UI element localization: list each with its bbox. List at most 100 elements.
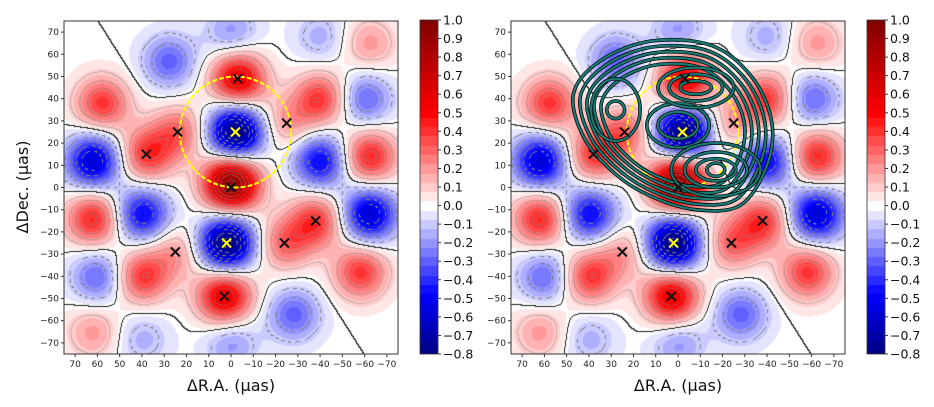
y-tick-label: 30 xyxy=(495,117,507,127)
colorbar-tick-label: 0.6 xyxy=(443,87,463,102)
colorbar-tick-label: 0.4 xyxy=(443,124,463,139)
y-tick-label: −70 xyxy=(487,339,506,349)
overlay-contour-inner xyxy=(683,150,749,189)
y-tick-label: −40 xyxy=(487,272,506,282)
overlay-contour-loop xyxy=(578,44,767,207)
colorbar-tick-label: 1.0 xyxy=(890,13,910,28)
yellow-x-marker xyxy=(668,237,679,249)
y-tick-label: 70 xyxy=(495,28,507,38)
colorbar-tick-label: −0.1 xyxy=(443,217,473,232)
colorbar-tick-label: 0.7 xyxy=(890,68,910,83)
y-tick-label: −60 xyxy=(487,317,506,327)
black-x-marker xyxy=(757,215,768,227)
overlay-contour-inner xyxy=(679,79,713,96)
overlay-contours xyxy=(570,37,775,213)
x-tick-label: −50 xyxy=(333,360,352,370)
colorbar-tick-label: 0.9 xyxy=(443,31,463,46)
x-tick-label: 70 xyxy=(69,360,81,370)
overlay-contour-inner xyxy=(645,101,711,149)
x-tick-label: 20 xyxy=(181,360,193,370)
yellow-x-marker xyxy=(230,126,241,138)
overlay-contour-inner xyxy=(656,66,735,109)
xlabel-left: ΔR.A. (μas) xyxy=(187,376,275,395)
colorbar-tick-label: −0.4 xyxy=(890,272,920,287)
colorbar-left xyxy=(420,20,438,354)
y-tick-label: 30 xyxy=(48,117,60,127)
black-x-marker xyxy=(279,237,290,249)
overlay-contour-inner xyxy=(605,99,626,120)
x-tick-label: 50 xyxy=(114,360,126,370)
colorbar-tick-label: 0.3 xyxy=(890,142,910,157)
x-tick-label: 50 xyxy=(561,360,573,370)
colorbar-tick-label: 0.9 xyxy=(890,31,910,46)
black-x-marker xyxy=(666,291,677,302)
x-tick-label: −40 xyxy=(311,360,330,370)
x-tick-label: 20 xyxy=(628,360,640,370)
overlay-contour-inner xyxy=(670,142,762,198)
colorbar-right xyxy=(867,20,885,354)
x-tick-label: −20 xyxy=(713,360,732,370)
colorbar-tick-label: −0.7 xyxy=(890,328,920,343)
colorbar-tick-label: −0.1 xyxy=(890,217,920,232)
colorbar-tick-label: 0.2 xyxy=(443,161,463,176)
colorbar-tick-label: −0.6 xyxy=(443,309,473,324)
black-x-marker xyxy=(619,126,630,138)
colorbar-tick-label: 0.1 xyxy=(443,180,463,195)
colorbar-tick-label: −0.5 xyxy=(443,291,473,306)
y-tick-label: 20 xyxy=(48,139,60,149)
colorbar-tick-label: −0.6 xyxy=(890,309,920,324)
black-x-marker xyxy=(281,117,292,129)
black-x-marker xyxy=(728,117,739,129)
colorbar-tick-label: 0.5 xyxy=(890,105,910,120)
colorbar-tick-label: −0.8 xyxy=(890,347,920,362)
colorbar-frame-0 xyxy=(419,19,439,355)
yellow-x-marker xyxy=(221,237,232,249)
xlabel-right: ΔR.A. (μas) xyxy=(634,376,722,395)
colorbar-tick-label: −0.5 xyxy=(890,291,920,306)
black-x-marker xyxy=(672,182,684,193)
y-tick-label: −30 xyxy=(487,250,506,260)
y-tick-label: −50 xyxy=(40,295,59,305)
overlay-contour-inner xyxy=(694,157,737,182)
x-tick-label: 60 xyxy=(539,360,551,370)
black-x-marker xyxy=(726,237,737,249)
colorbar-tick-label: −0.8 xyxy=(443,347,473,362)
x-tick-label: −70 xyxy=(377,360,396,370)
x-tick-label: −70 xyxy=(824,360,843,370)
x-tick-label: −50 xyxy=(780,360,799,370)
x-tick-label: −20 xyxy=(266,360,285,370)
colorbar-tick-label: 0.6 xyxy=(890,87,910,102)
black-x-marker xyxy=(232,73,243,84)
colorbar-tick-label: −0.3 xyxy=(443,254,473,269)
black-x-marker xyxy=(219,291,230,302)
colorbar-tick-label: −0.7 xyxy=(443,328,473,343)
x-tick-label: 30 xyxy=(605,360,617,370)
colorbar-tick-label: −0.4 xyxy=(443,272,473,287)
black-x-marker xyxy=(225,182,237,193)
colorbar-tick-label: 0.8 xyxy=(443,50,463,65)
colorbar-tick-label: −0.2 xyxy=(890,235,920,250)
y-tick-label: 40 xyxy=(48,95,60,105)
colorbar-tick-label: 0.3 xyxy=(443,142,463,157)
x-tick-label: 0 xyxy=(228,360,234,370)
colorbar-tick-label: 0.8 xyxy=(890,50,910,65)
black-x-marker xyxy=(588,148,599,160)
colorbar-tick-label: 0.7 xyxy=(443,68,463,83)
colorbar-tick-label: 0.2 xyxy=(890,161,910,176)
overlay-contour-inner xyxy=(656,110,700,140)
y-tick-label: −70 xyxy=(40,339,59,349)
y-tick-label: −30 xyxy=(40,250,59,260)
colorbar-tick-label: −0.3 xyxy=(890,254,920,269)
x-tick-label: 30 xyxy=(158,360,170,370)
colorbar-tick-label: 0.4 xyxy=(890,124,910,139)
black-x-marker xyxy=(310,215,321,227)
y-tick-label: −60 xyxy=(40,317,59,327)
y-tick-label: −20 xyxy=(40,228,59,238)
y-tick-label: 60 xyxy=(495,50,507,60)
x-tick-label: −60 xyxy=(355,360,374,370)
x-tick-label: −30 xyxy=(288,360,307,370)
colorbar-frame-1 xyxy=(866,19,886,355)
y-tick-label: −10 xyxy=(40,206,59,216)
overlay-contour-loop xyxy=(571,38,774,212)
